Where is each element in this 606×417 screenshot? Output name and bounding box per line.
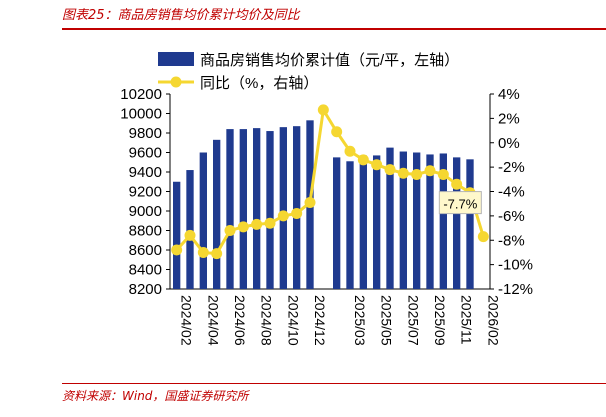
left-tick-label: 9600 (129, 145, 162, 162)
yoy-point (437, 168, 449, 180)
bar (186, 170, 194, 289)
yoy-line (175, 105, 485, 256)
right-tick-label: 4% (498, 86, 520, 103)
bar (466, 159, 474, 289)
yoy-point (224, 225, 236, 236)
yoy-point (264, 217, 276, 229)
left-tick-label: 8200 (129, 281, 162, 298)
bar (279, 127, 287, 290)
bar (439, 153, 447, 289)
yoy-point (344, 145, 356, 157)
yoy-point (277, 210, 289, 222)
right-tick-label: -10% (498, 257, 533, 274)
bar (373, 155, 381, 289)
yoy-point (397, 167, 409, 179)
left-tick-label: 10200 (120, 86, 162, 103)
left-tick-label: 8600 (129, 242, 162, 259)
yoy-point (197, 246, 209, 258)
yoy-point (317, 104, 329, 116)
bar (346, 161, 354, 289)
left-tick-label: 9400 (129, 164, 162, 181)
yoy-point (251, 218, 263, 230)
bar (333, 157, 341, 289)
bar (399, 151, 407, 289)
yoy-point (411, 168, 423, 180)
annotation-box (438, 191, 482, 215)
yoy-point (424, 165, 436, 177)
x-tick-label: 2025/05 (379, 295, 395, 346)
title-divider (62, 28, 606, 30)
x-tick-label: 2024/10 (285, 295, 301, 346)
right-tick-label: -12% (498, 281, 533, 298)
legend-bar-label: 商品房销售均价累计值（元/平，左轴） (200, 52, 459, 69)
left-tick-label: 9800 (129, 125, 162, 142)
right-tick-label: -8% (498, 232, 525, 249)
legend-line-label: 同比（%，右轴） (200, 75, 318, 92)
bar (266, 131, 274, 289)
yoy-point (211, 248, 223, 260)
x-tick-label: 2024/02 (179, 295, 195, 346)
x-tick-label: 2024/06 (232, 295, 248, 346)
source-note: 资料来源：Wind，国盛证券研究所 (62, 389, 249, 403)
x-tick-label: 2024/04 (205, 295, 221, 346)
bar (453, 157, 461, 289)
legend-bar-swatch (158, 52, 194, 66)
right-tick-label: -4% (498, 184, 525, 201)
chart-title: 图表25：商品房销售均价累计均价及同比 (62, 8, 300, 23)
yoy-point (357, 154, 369, 166)
x-tick-label: 2025/09 (432, 295, 448, 346)
yoy-point (371, 159, 383, 171)
right-tick-label: 0% (498, 135, 520, 152)
right-tick-label: 2% (498, 110, 520, 127)
x-tick-label: 2024/12 (312, 295, 328, 346)
bar (293, 126, 301, 289)
yoy-point (477, 231, 489, 243)
bar (253, 128, 261, 289)
yoy-point (184, 229, 196, 241)
bar (213, 139, 221, 289)
x-tick-label: 2024/08 (259, 295, 275, 346)
yoy-point (304, 196, 316, 208)
yoy-point (237, 221, 249, 233)
x-tick-label: 2025/07 (405, 295, 421, 346)
yoy-point (291, 207, 303, 219)
bar (226, 129, 234, 289)
right-tick-label: -6% (498, 208, 525, 225)
bar (199, 152, 207, 289)
left-tick-label: 10000 (120, 106, 162, 123)
x-tick-label: 2026/02 (485, 295, 501, 346)
yoy-point (384, 164, 396, 176)
left-tick-label: 9000 (129, 203, 162, 220)
bar (239, 129, 247, 289)
yoy-point (171, 244, 183, 256)
bar (426, 154, 434, 289)
bar (359, 155, 367, 289)
bar (413, 152, 421, 289)
left-tick-label: 9200 (129, 184, 162, 201)
bar (173, 181, 181, 289)
left-tick-label: 8400 (129, 262, 162, 279)
legend-line-marker (170, 76, 182, 88)
x-tick-label: 2025/03 (352, 295, 368, 346)
yoy-point (451, 178, 463, 190)
x-tick-label: 2025/11 (459, 295, 475, 345)
yoy-point (331, 126, 343, 138)
right-tick-label: -2% (498, 159, 525, 176)
bar (386, 147, 394, 289)
annotation-label: -7.7% (443, 197, 477, 212)
left-tick-label: 8800 (129, 223, 162, 240)
source-divider (62, 383, 606, 384)
